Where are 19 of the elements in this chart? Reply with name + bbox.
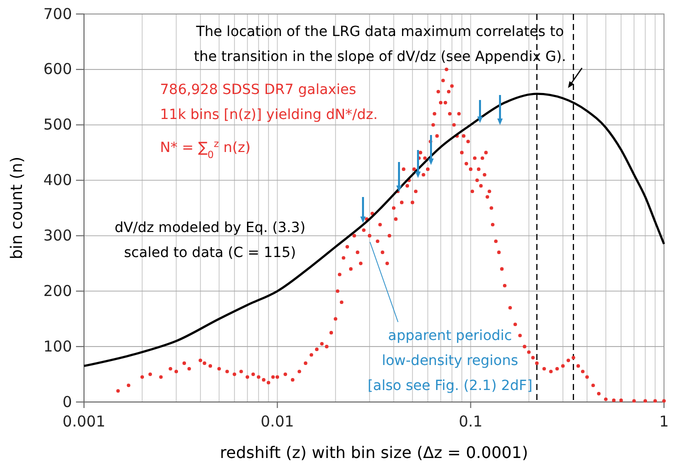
y-tick-label: 700 [43, 4, 72, 23]
annotation: N* = ∑$_{0}$$^{z}$ n(z) [160, 138, 251, 160]
y-axis-title: bin count (n) [7, 156, 26, 260]
y-tick-label: 400 [43, 171, 72, 190]
x-tick-label: 0.01 [260, 412, 294, 431]
x-axis-title: redshift (z) with bin size (Δz = 0.0001) [220, 443, 528, 462]
y-tick-label: 100 [43, 337, 72, 356]
y-tick-label: 600 [43, 60, 72, 78]
annotation: The location of the LRG data maximum correlates to the transition in the slope of dV/dz (see Appendix G). [194, 24, 566, 65]
x-tick-label: 1 [659, 412, 669, 431]
annotation: 786,928 SDSS DR7 galaxies 11k bins [n(z)] yielding dN*/dz. [160, 82, 378, 123]
y-tick-label: 500 [43, 116, 72, 134]
annotation: dV/dz modeled by Eq. (3.3) scaled to data (C = 115) [114, 220, 306, 261]
y-tick-label: 200 [43, 282, 72, 300]
y-tick-label: 300 [43, 226, 72, 245]
annotation: apparent periodic low-density regions [also see Fig. (2.1) 2dF] [368, 328, 532, 394]
y-tick-label: 0 [62, 392, 72, 411]
x-tick-label: 0.001 [62, 412, 106, 431]
x-tick-label: 0.1 [458, 412, 483, 431]
